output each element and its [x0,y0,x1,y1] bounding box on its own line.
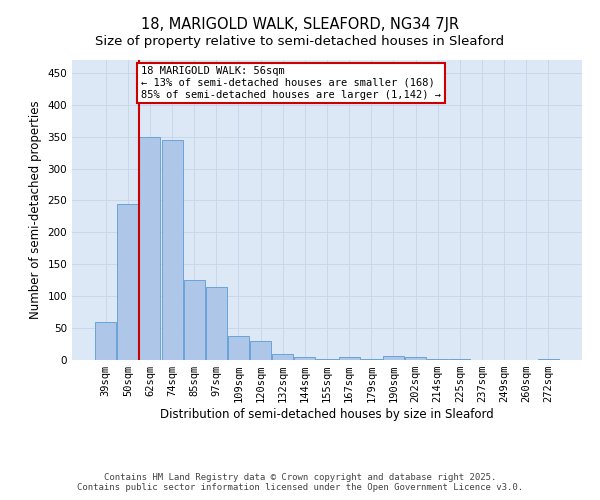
Bar [118,204,139,360]
Y-axis label: Number of semi-detached properties: Number of semi-detached properties [29,100,42,320]
Bar [338,357,359,360]
Bar [427,358,448,360]
Bar [405,357,426,360]
Bar [361,358,382,360]
Bar [161,140,182,360]
Text: 18 MARIGOLD WALK: 56sqm
← 13% of semi-detached houses are smaller (168)
85% of s: 18 MARIGOLD WALK: 56sqm ← 13% of semi-de… [141,66,441,100]
Bar [383,356,404,360]
Bar [272,354,293,360]
Bar [228,336,249,360]
Bar [206,286,227,360]
Text: 18, MARIGOLD WALK, SLEAFORD, NG34 7JR: 18, MARIGOLD WALK, SLEAFORD, NG34 7JR [141,18,459,32]
Bar [95,322,116,360]
Text: Size of property relative to semi-detached houses in Sleaford: Size of property relative to semi-detach… [95,34,505,48]
Bar [250,342,271,360]
Bar [184,280,205,360]
Bar [139,136,160,360]
X-axis label: Distribution of semi-detached houses by size in Sleaford: Distribution of semi-detached houses by … [160,408,494,421]
Bar [316,358,338,360]
Text: Contains HM Land Registry data © Crown copyright and database right 2025.
Contai: Contains HM Land Registry data © Crown c… [77,473,523,492]
Bar [295,357,316,360]
